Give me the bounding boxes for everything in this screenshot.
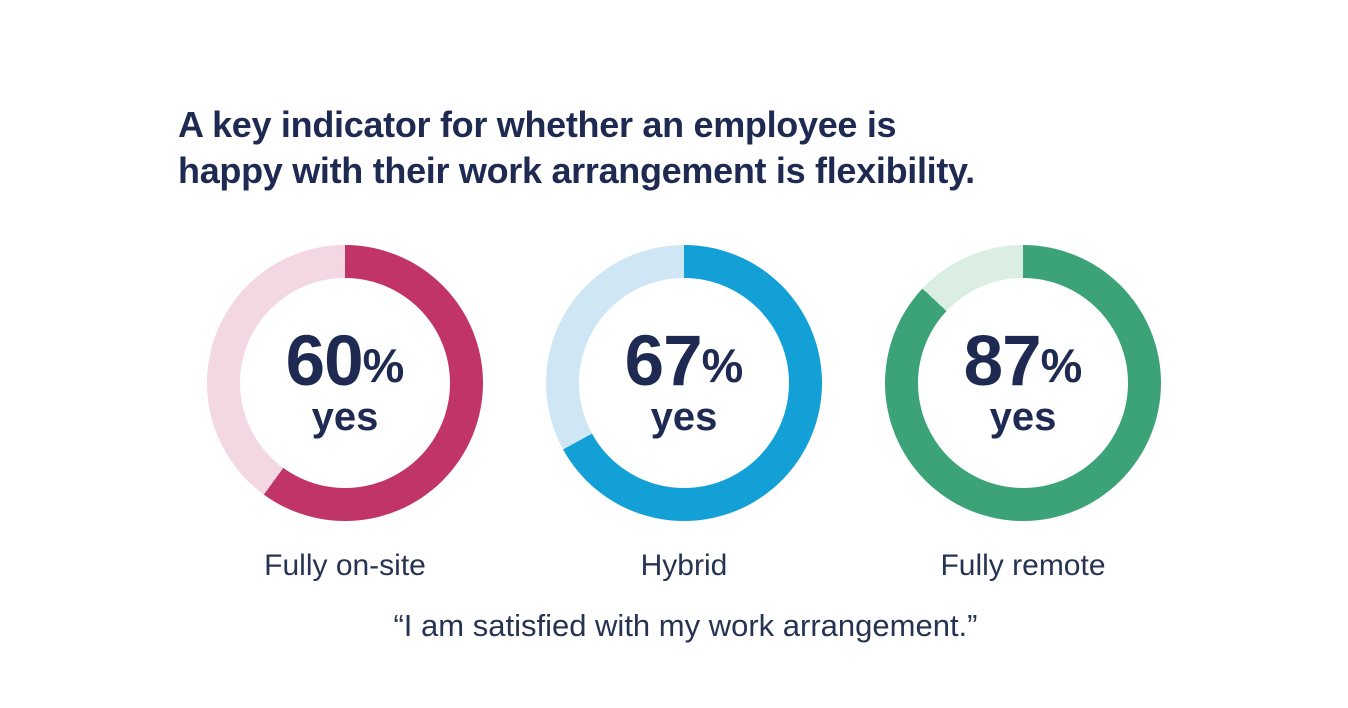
page-title-line-2: happy with their work arrangement is fle… (178, 150, 975, 191)
answer-label: yes (650, 394, 718, 439)
chart-label-hybrid: Hybrid (640, 549, 728, 582)
percent-sign: % (1040, 340, 1083, 393)
percent-sign: % (701, 340, 744, 393)
percent-number: 67 (624, 322, 703, 402)
donut-hole: 60% yes (240, 278, 450, 488)
donut-chart-fully-remote: 87% yes (885, 245, 1161, 521)
percent-value: 60% (286, 326, 405, 397)
percent-value: 87% (964, 326, 1083, 397)
page-title-line-1: A key indicator for whether an employee … (178, 104, 897, 145)
donut-charts-row: 60% yes Fully on-site 67% yes Hybrid 87%… (207, 245, 1161, 583)
chart-column-fully-on-site: 60% yes Fully on-site (207, 245, 483, 583)
answer-label: yes (311, 394, 379, 439)
chart-column-fully-remote: 87% yes Fully remote (885, 245, 1161, 583)
chart-column-hybrid: 67% yes Hybrid (546, 245, 822, 583)
chart-label-fully-on-site: Fully on-site (264, 549, 426, 582)
answer-label: yes (989, 394, 1057, 439)
donut-chart-hybrid: 67% yes (546, 245, 822, 521)
page-title: A key indicator for whether an employee … (178, 102, 975, 194)
survey-question: “I am satisfied with my work arrangement… (393, 608, 978, 643)
percent-sign: % (362, 340, 405, 393)
donut-hole: 67% yes (579, 278, 789, 488)
donut-hole: 87% yes (918, 278, 1128, 488)
percent-number: 60 (285, 322, 364, 402)
chart-label-fully-remote: Fully remote (940, 549, 1106, 582)
donut-chart-fully-on-site: 60% yes (207, 245, 483, 521)
percent-number: 87 (963, 322, 1042, 402)
percent-value: 67% (625, 326, 744, 397)
